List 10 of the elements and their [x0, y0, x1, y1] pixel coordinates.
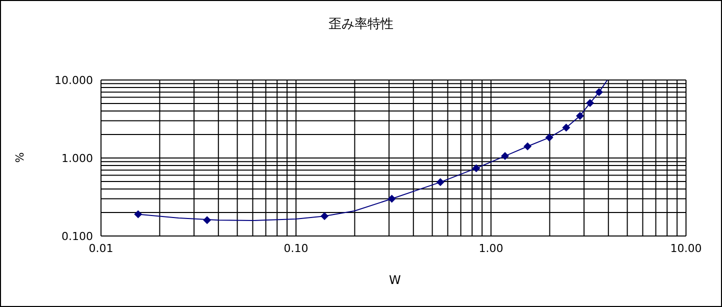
y-tick-label: 0.100	[62, 230, 93, 243]
x-tick-label: 0.01	[88, 242, 114, 255]
chart-title: 歪み率特性	[328, 16, 394, 33]
y-axis-title: %	[14, 152, 27, 163]
x-tick-label: 0.10	[284, 242, 308, 255]
x-axis-title: W	[389, 273, 401, 287]
y-tick-label: 1.000	[62, 152, 93, 165]
x-tick-label: 10.00	[670, 242, 702, 255]
x-tick-label: 1.00	[478, 242, 504, 255]
y-tick-label: 10.000	[54, 74, 93, 87]
